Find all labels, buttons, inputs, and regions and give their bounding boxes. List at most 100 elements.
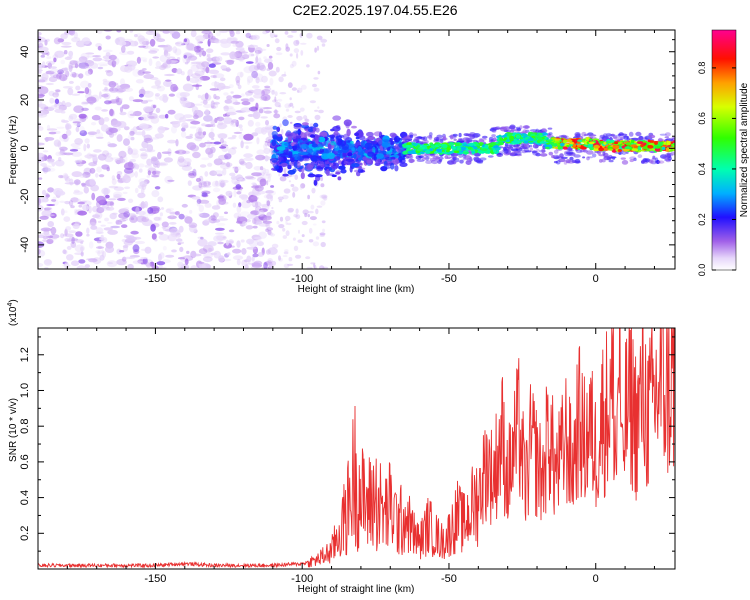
- heatmap-cell: [167, 109, 176, 115]
- heatmap-cell: [252, 205, 260, 208]
- heatmap-cell: [68, 230, 77, 234]
- heatmap-cell: [238, 124, 243, 129]
- heatmap-cell: [478, 142, 484, 146]
- heatmap-cell: [177, 261, 184, 268]
- heatmap-cell: [625, 142, 632, 146]
- heatmap-cell: [217, 120, 224, 126]
- heatmap-cell: [65, 102, 72, 108]
- heatmap-cell: [120, 78, 125, 86]
- heatmap-cell: [322, 228, 325, 233]
- heatmap-cell: [116, 88, 126, 93]
- heatmap-cell: [285, 219, 288, 225]
- heatmap-cell: [59, 146, 68, 151]
- heatmap-cell: [100, 224, 106, 227]
- heatmap-cell: [252, 218, 257, 225]
- heatmap-cell: [377, 139, 383, 145]
- heatmap-cell: [442, 136, 447, 141]
- heatmap-cell: [143, 134, 152, 142]
- heatmap-cell: [235, 75, 241, 84]
- heatmap-cell: [251, 172, 262, 177]
- heatmap-cell: [308, 239, 314, 243]
- heatmap-cell: [523, 147, 530, 153]
- heatmap-cell: [151, 175, 160, 178]
- heatmap-cell: [110, 225, 121, 229]
- heatmap-cell: [602, 133, 608, 138]
- heatmap-cell: [492, 137, 497, 142]
- heatmap-cell: [61, 100, 66, 107]
- heatmap-cell: [284, 215, 291, 222]
- heatmap-cell: [232, 248, 242, 254]
- heatmap-cell: [453, 150, 460, 154]
- heatmap-cell: [105, 69, 112, 73]
- heatmap-cell: [392, 158, 399, 166]
- heatmap-cell: [210, 128, 214, 133]
- heatmap-cell: [289, 97, 292, 101]
- heatmap-cell: [293, 40, 300, 46]
- heatmap-cell: [236, 258, 241, 266]
- heatmap-cell: [130, 217, 135, 221]
- heatmap-cell: [265, 120, 269, 126]
- heatmap-cell: [225, 239, 229, 246]
- heatmap-cell: [38, 126, 44, 131]
- heatmap-cell: [660, 154, 667, 159]
- heatmap-cell: [86, 152, 92, 160]
- heatmap-cell: [376, 153, 385, 159]
- heatmap-cell: [45, 60, 55, 66]
- heatmap-cell: [216, 56, 223, 62]
- heatmap-cell: [96, 207, 105, 214]
- heatmap-cell: [137, 210, 146, 216]
- heatmap-cell: [53, 57, 57, 63]
- heatmap-cell: [226, 111, 237, 116]
- heatmap-cell: [89, 178, 96, 186]
- heatmap-cell: [505, 139, 510, 143]
- heatmap-cell: [290, 30, 298, 33]
- heatmap-cell: [620, 157, 626, 160]
- heatmap-cell: [240, 140, 244, 149]
- heatmap-cell: [321, 194, 328, 199]
- heatmap-cell: [52, 92, 60, 98]
- heatmap-cell: [69, 113, 78, 120]
- heatmap-cell: [412, 143, 418, 147]
- heatmap-cell: [293, 48, 300, 54]
- heatmap-cell: [343, 140, 347, 144]
- heatmap-cell: [170, 83, 178, 92]
- heatmap-cell: [532, 143, 539, 149]
- heatmap-cell: [38, 204, 44, 212]
- heatmap-cell: [248, 97, 255, 102]
- heatmap-cell: [509, 130, 515, 133]
- heatmap-cell: [525, 150, 532, 153]
- heatmap-cell: [337, 141, 342, 146]
- heatmap-cell: [138, 93, 144, 98]
- heatmap-cell: [195, 177, 202, 183]
- heatmap-cell: [184, 258, 189, 266]
- heatmap-cell: [76, 265, 87, 269]
- heatmap-cell: [60, 33, 68, 40]
- heatmap-cell: [216, 222, 226, 226]
- heatmap-cell: [138, 88, 146, 96]
- heatmap-cell: [310, 204, 315, 210]
- heatmap-cell: [614, 141, 619, 145]
- heatmap-cell: [101, 249, 105, 256]
- heatmap-cell: [117, 197, 126, 201]
- heatmap-cell: [181, 150, 190, 155]
- heatmap-cell: [291, 87, 297, 91]
- heatmap-cell: [97, 66, 104, 70]
- heatmap-cell: [553, 156, 560, 160]
- heatmap-cell: [278, 173, 281, 177]
- spectrogram-y-axis-label: Frequency (Hz): [8, 116, 19, 185]
- heatmap-cell: [494, 147, 501, 151]
- heatmap-cell: [229, 51, 237, 60]
- heatmap-cell: [317, 106, 320, 109]
- heatmap-cell: [129, 215, 138, 223]
- spectrogram-panel: -150 -100 -50 0 -40 -20 0 20 40 Height of straig…: [8, 29, 676, 295]
- heatmap-cell: [45, 137, 49, 142]
- snr-y-tick-label: 1.2: [19, 347, 31, 362]
- heatmap-cell: [201, 61, 210, 68]
- heatmap-cell: [201, 50, 207, 57]
- heatmap-cell: [446, 150, 450, 153]
- heatmap-cell: [313, 87, 320, 92]
- heatmap-cell: [239, 127, 243, 132]
- heatmap-cell: [453, 138, 457, 141]
- heatmap-cell: [207, 32, 214, 40]
- heatmap-cell: [128, 96, 134, 102]
